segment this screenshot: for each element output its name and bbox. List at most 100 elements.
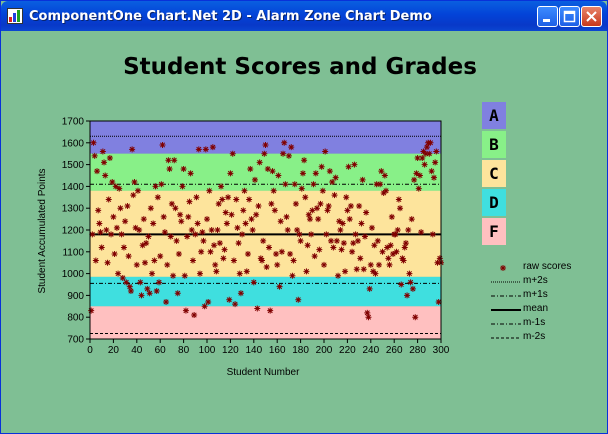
data-point bbox=[429, 231, 436, 238]
data-point bbox=[96, 220, 103, 227]
y-tick-label: 800 bbox=[67, 313, 84, 324]
data-point bbox=[173, 237, 180, 244]
data-point bbox=[299, 170, 306, 177]
data-point bbox=[200, 237, 207, 244]
data-point bbox=[94, 168, 101, 175]
data-point bbox=[434, 259, 441, 266]
data-point bbox=[385, 255, 392, 262]
chart-area: Student Scores and Grades 0 20 40 60 80 100 12… bbox=[5, 31, 603, 431]
data-point bbox=[145, 233, 152, 240]
data-point bbox=[331, 192, 338, 199]
data-point bbox=[149, 270, 156, 277]
data-point bbox=[271, 207, 278, 214]
data-point bbox=[311, 253, 318, 260]
data-point bbox=[353, 266, 360, 273]
data-point bbox=[325, 203, 332, 210]
maximize-button[interactable] bbox=[559, 6, 580, 27]
data-point bbox=[147, 205, 154, 212]
data-point bbox=[180, 165, 187, 172]
legend-item: m-1s bbox=[481, 317, 601, 331]
data-point bbox=[366, 285, 373, 292]
data-point bbox=[372, 270, 379, 277]
data-point bbox=[333, 237, 340, 244]
data-point bbox=[239, 231, 246, 238]
chart-title: Student Scores and Grades bbox=[123, 54, 477, 80]
data-point bbox=[116, 185, 123, 192]
data-point bbox=[138, 292, 145, 299]
legend-item: m+1s bbox=[481, 289, 601, 303]
data-point bbox=[229, 150, 236, 157]
data-point bbox=[125, 253, 132, 260]
data-point bbox=[248, 216, 255, 223]
x-tick-label: 120 bbox=[222, 345, 239, 356]
data-point bbox=[384, 244, 391, 251]
data-point bbox=[153, 288, 160, 295]
legend-label: m-1s bbox=[523, 317, 546, 328]
data-point bbox=[105, 196, 112, 203]
data-point bbox=[250, 279, 257, 286]
data-point bbox=[223, 220, 230, 227]
data-point bbox=[134, 187, 141, 194]
grade-b: B bbox=[482, 131, 506, 158]
x-tick-label: 180 bbox=[292, 345, 309, 356]
data-point bbox=[220, 255, 227, 262]
data-point bbox=[430, 174, 437, 181]
data-point bbox=[296, 231, 303, 238]
data-point bbox=[152, 183, 159, 190]
data-point bbox=[335, 272, 342, 279]
data-point bbox=[304, 242, 311, 249]
data-point bbox=[187, 170, 194, 177]
data-point bbox=[95, 207, 102, 214]
data-point bbox=[209, 144, 216, 151]
minimize-button[interactable] bbox=[537, 6, 558, 27]
data-point bbox=[113, 224, 120, 231]
x-tick-label: 200 bbox=[316, 345, 333, 356]
data-point bbox=[207, 248, 214, 255]
data-point bbox=[143, 240, 150, 247]
data-point bbox=[214, 227, 221, 233]
data-point bbox=[101, 159, 108, 166]
data-point bbox=[315, 216, 322, 223]
data-point bbox=[167, 233, 174, 240]
data-point bbox=[137, 279, 144, 286]
data-point bbox=[308, 231, 315, 238]
data-point bbox=[246, 196, 253, 203]
data-point bbox=[419, 155, 426, 162]
data-point bbox=[232, 301, 239, 308]
data-point bbox=[184, 233, 191, 240]
data-point bbox=[91, 152, 98, 159]
y-axis-label: Student Accumulated Points bbox=[37, 168, 48, 293]
data-point bbox=[154, 194, 161, 201]
data-point bbox=[351, 161, 358, 168]
data-point bbox=[193, 194, 200, 201]
data-point bbox=[247, 165, 254, 172]
data-point bbox=[240, 207, 247, 214]
y-tick-label: 1700 bbox=[62, 117, 85, 128]
data-point bbox=[213, 268, 220, 275]
data-point bbox=[360, 266, 367, 273]
y-tick-label: 700 bbox=[67, 335, 84, 346]
data-point bbox=[317, 200, 324, 207]
data-point bbox=[324, 207, 331, 214]
data-point bbox=[330, 244, 337, 251]
data-point bbox=[421, 161, 428, 168]
data-point bbox=[227, 170, 234, 177]
data-point bbox=[204, 216, 210, 223]
data-point bbox=[289, 272, 296, 279]
title-bar[interactable]: ComponentOne Chart.Net 2D - Alarm Zone C… bbox=[1, 1, 607, 31]
data-point bbox=[343, 194, 350, 201]
data-point bbox=[357, 255, 364, 262]
data-point bbox=[225, 194, 232, 201]
star-marker-icon bbox=[500, 265, 506, 271]
data-point bbox=[132, 224, 139, 231]
data-point bbox=[172, 205, 179, 212]
data-point bbox=[354, 237, 361, 244]
data-point bbox=[336, 218, 343, 225]
data-point bbox=[241, 187, 248, 194]
data-point bbox=[428, 168, 435, 175]
close-button[interactable] bbox=[581, 6, 602, 27]
data-point bbox=[123, 279, 130, 286]
minimize-icon bbox=[543, 19, 550, 22]
data-point bbox=[383, 187, 390, 194]
data-point bbox=[202, 146, 209, 153]
